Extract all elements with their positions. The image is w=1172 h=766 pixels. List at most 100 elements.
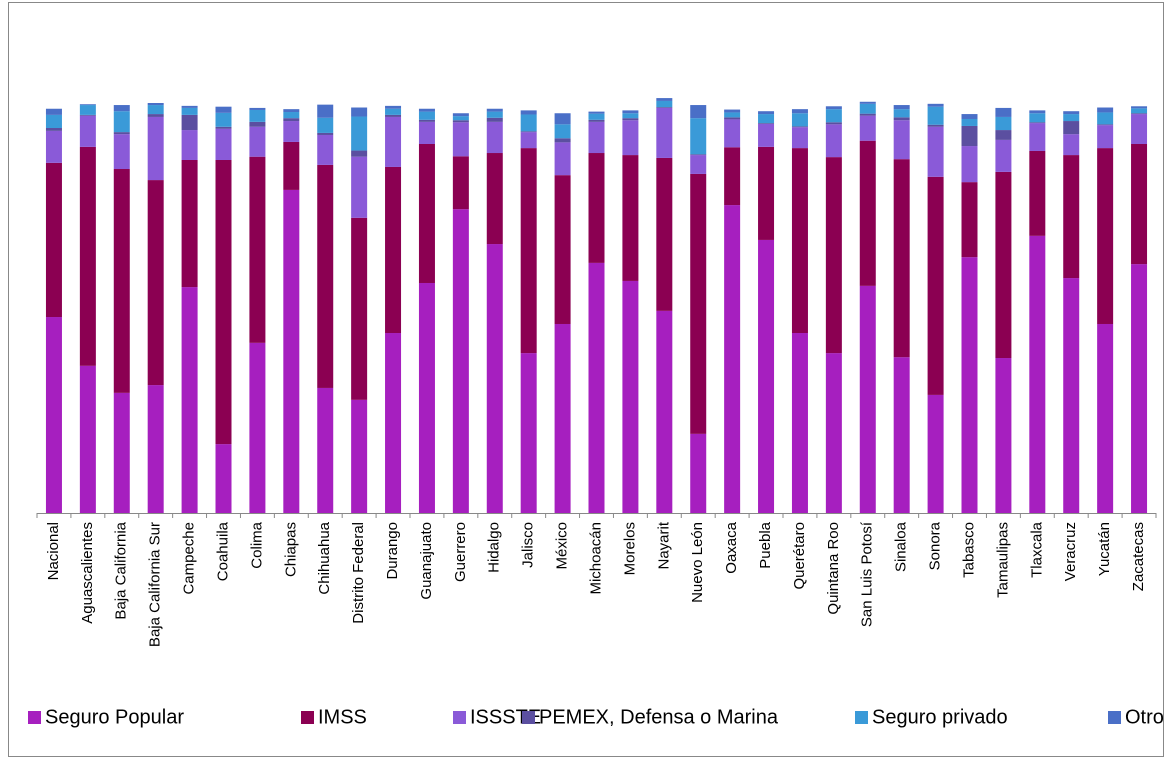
bar-segment	[1029, 123, 1046, 151]
bar-segment	[520, 131, 537, 133]
x-tick-label: Campeche	[181, 522, 198, 595]
bar-segment	[1131, 144, 1148, 265]
bar-segment	[486, 121, 503, 154]
bar-segment	[283, 121, 300, 142]
bar-segment	[554, 175, 571, 324]
bar-segment	[758, 239, 775, 513]
bar-segment	[1097, 148, 1114, 324]
bar-segment	[758, 114, 775, 124]
bar-segment	[249, 121, 266, 127]
bar-segment	[893, 120, 910, 160]
bar-segment	[961, 125, 978, 147]
bar-segment	[79, 114, 96, 116]
bar-segment	[385, 108, 402, 115]
bar-segment	[385, 333, 402, 513]
bar-segment	[418, 121, 435, 144]
x-tick-label: Chihuahua	[316, 521, 333, 594]
bar-segment	[995, 130, 1012, 140]
bar-segment	[452, 120, 469, 123]
bar-segment	[317, 164, 334, 388]
bar-segment	[1063, 134, 1080, 156]
legend-label: Otro	[1125, 706, 1164, 728]
x-tick-label: Querétaro	[791, 522, 808, 590]
bar-segment	[317, 132, 334, 135]
bar-segment	[79, 115, 96, 147]
bar-segment	[79, 146, 96, 366]
bar-segment	[825, 353, 842, 513]
bar-segment	[249, 109, 266, 122]
bar-segment	[147, 385, 164, 513]
bar-segment	[554, 113, 571, 125]
bar-segment	[113, 392, 130, 513]
bar-segment	[215, 106, 232, 113]
bar-segment	[656, 107, 673, 108]
bar-segment	[283, 189, 300, 514]
bar-segment	[385, 166, 402, 334]
bar-segment	[147, 114, 164, 117]
bar-segment	[622, 120, 639, 156]
bar-segment	[859, 103, 876, 114]
bar-segment	[1097, 125, 1114, 149]
x-tick-label: Tamaulipas	[994, 522, 1011, 598]
bar-segment	[317, 104, 334, 118]
x-tick-label: Michoacán	[587, 522, 604, 595]
x-tick-label: Tlaxcala	[1028, 521, 1045, 578]
bar-segment	[1063, 155, 1080, 279]
bar-segment	[1131, 114, 1148, 144]
x-tick-label: Chiapas	[282, 522, 299, 577]
bar-segment	[418, 119, 435, 122]
bar-segment	[418, 282, 435, 513]
bar-segment	[995, 139, 1012, 172]
bar-segment	[215, 126, 232, 129]
legend-swatch	[28, 711, 41, 724]
bar-segment	[317, 387, 334, 513]
bar-segment	[791, 148, 808, 334]
bar-segment	[927, 124, 944, 127]
bar-segment	[690, 433, 707, 513]
bar-segment	[554, 124, 571, 139]
x-tick-label: Coahuila	[214, 521, 231, 581]
bar-segment	[859, 115, 876, 141]
x-tick-label: Baja California Sur	[147, 522, 164, 647]
bar-segment	[1063, 278, 1080, 513]
bar-segment	[961, 146, 978, 183]
bar-segment	[995, 358, 1012, 513]
bar-segment	[147, 105, 164, 115]
bar-segment	[825, 122, 842, 125]
bar-segment	[486, 108, 503, 112]
bar-segment	[147, 116, 164, 181]
bar-segment	[351, 399, 368, 513]
x-tick-label: San Luis Potosí	[859, 521, 876, 627]
bar-segment	[791, 109, 808, 114]
bar-segment	[181, 114, 198, 131]
bar-segment	[859, 285, 876, 513]
bar-segment	[181, 287, 198, 513]
x-tick-label: Nayarit	[655, 521, 672, 569]
bar-segment	[656, 100, 673, 108]
bar-segment	[79, 365, 96, 513]
bar-segment	[486, 111, 503, 118]
x-tick-label: Sinaloa	[893, 521, 910, 572]
bar-segment	[520, 148, 537, 354]
bar-segment	[1063, 111, 1080, 115]
x-tick-label: Quintana Roo	[825, 522, 842, 615]
bar-segment	[1063, 121, 1080, 135]
bar-segment	[927, 106, 944, 125]
x-tick-label: Hidalgo	[486, 522, 503, 573]
bar-segment	[249, 126, 266, 157]
bar-segment	[724, 109, 741, 113]
bar-segment	[520, 353, 537, 513]
bar-segment	[961, 114, 978, 119]
bar-segment	[520, 132, 537, 149]
bar-segment	[486, 244, 503, 514]
bar-segment	[690, 173, 707, 434]
bar-segment	[927, 394, 944, 513]
bar-segment	[215, 128, 232, 160]
bar-segment	[385, 114, 402, 117]
x-tick-label: Veracruz	[1062, 522, 1079, 581]
bar-segment	[452, 209, 469, 513]
bar-segment	[418, 108, 435, 112]
bar-segment	[893, 117, 910, 121]
bar-segment	[588, 153, 605, 263]
